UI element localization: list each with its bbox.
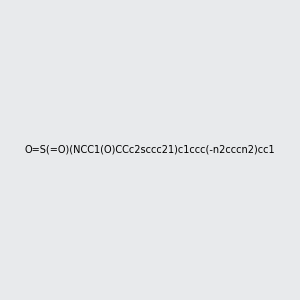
Text: O=S(=O)(NCC1(O)CCc2sccc21)c1ccc(-n2cccn2)cc1: O=S(=O)(NCC1(O)CCc2sccc21)c1ccc(-n2cccn2… — [25, 145, 275, 155]
